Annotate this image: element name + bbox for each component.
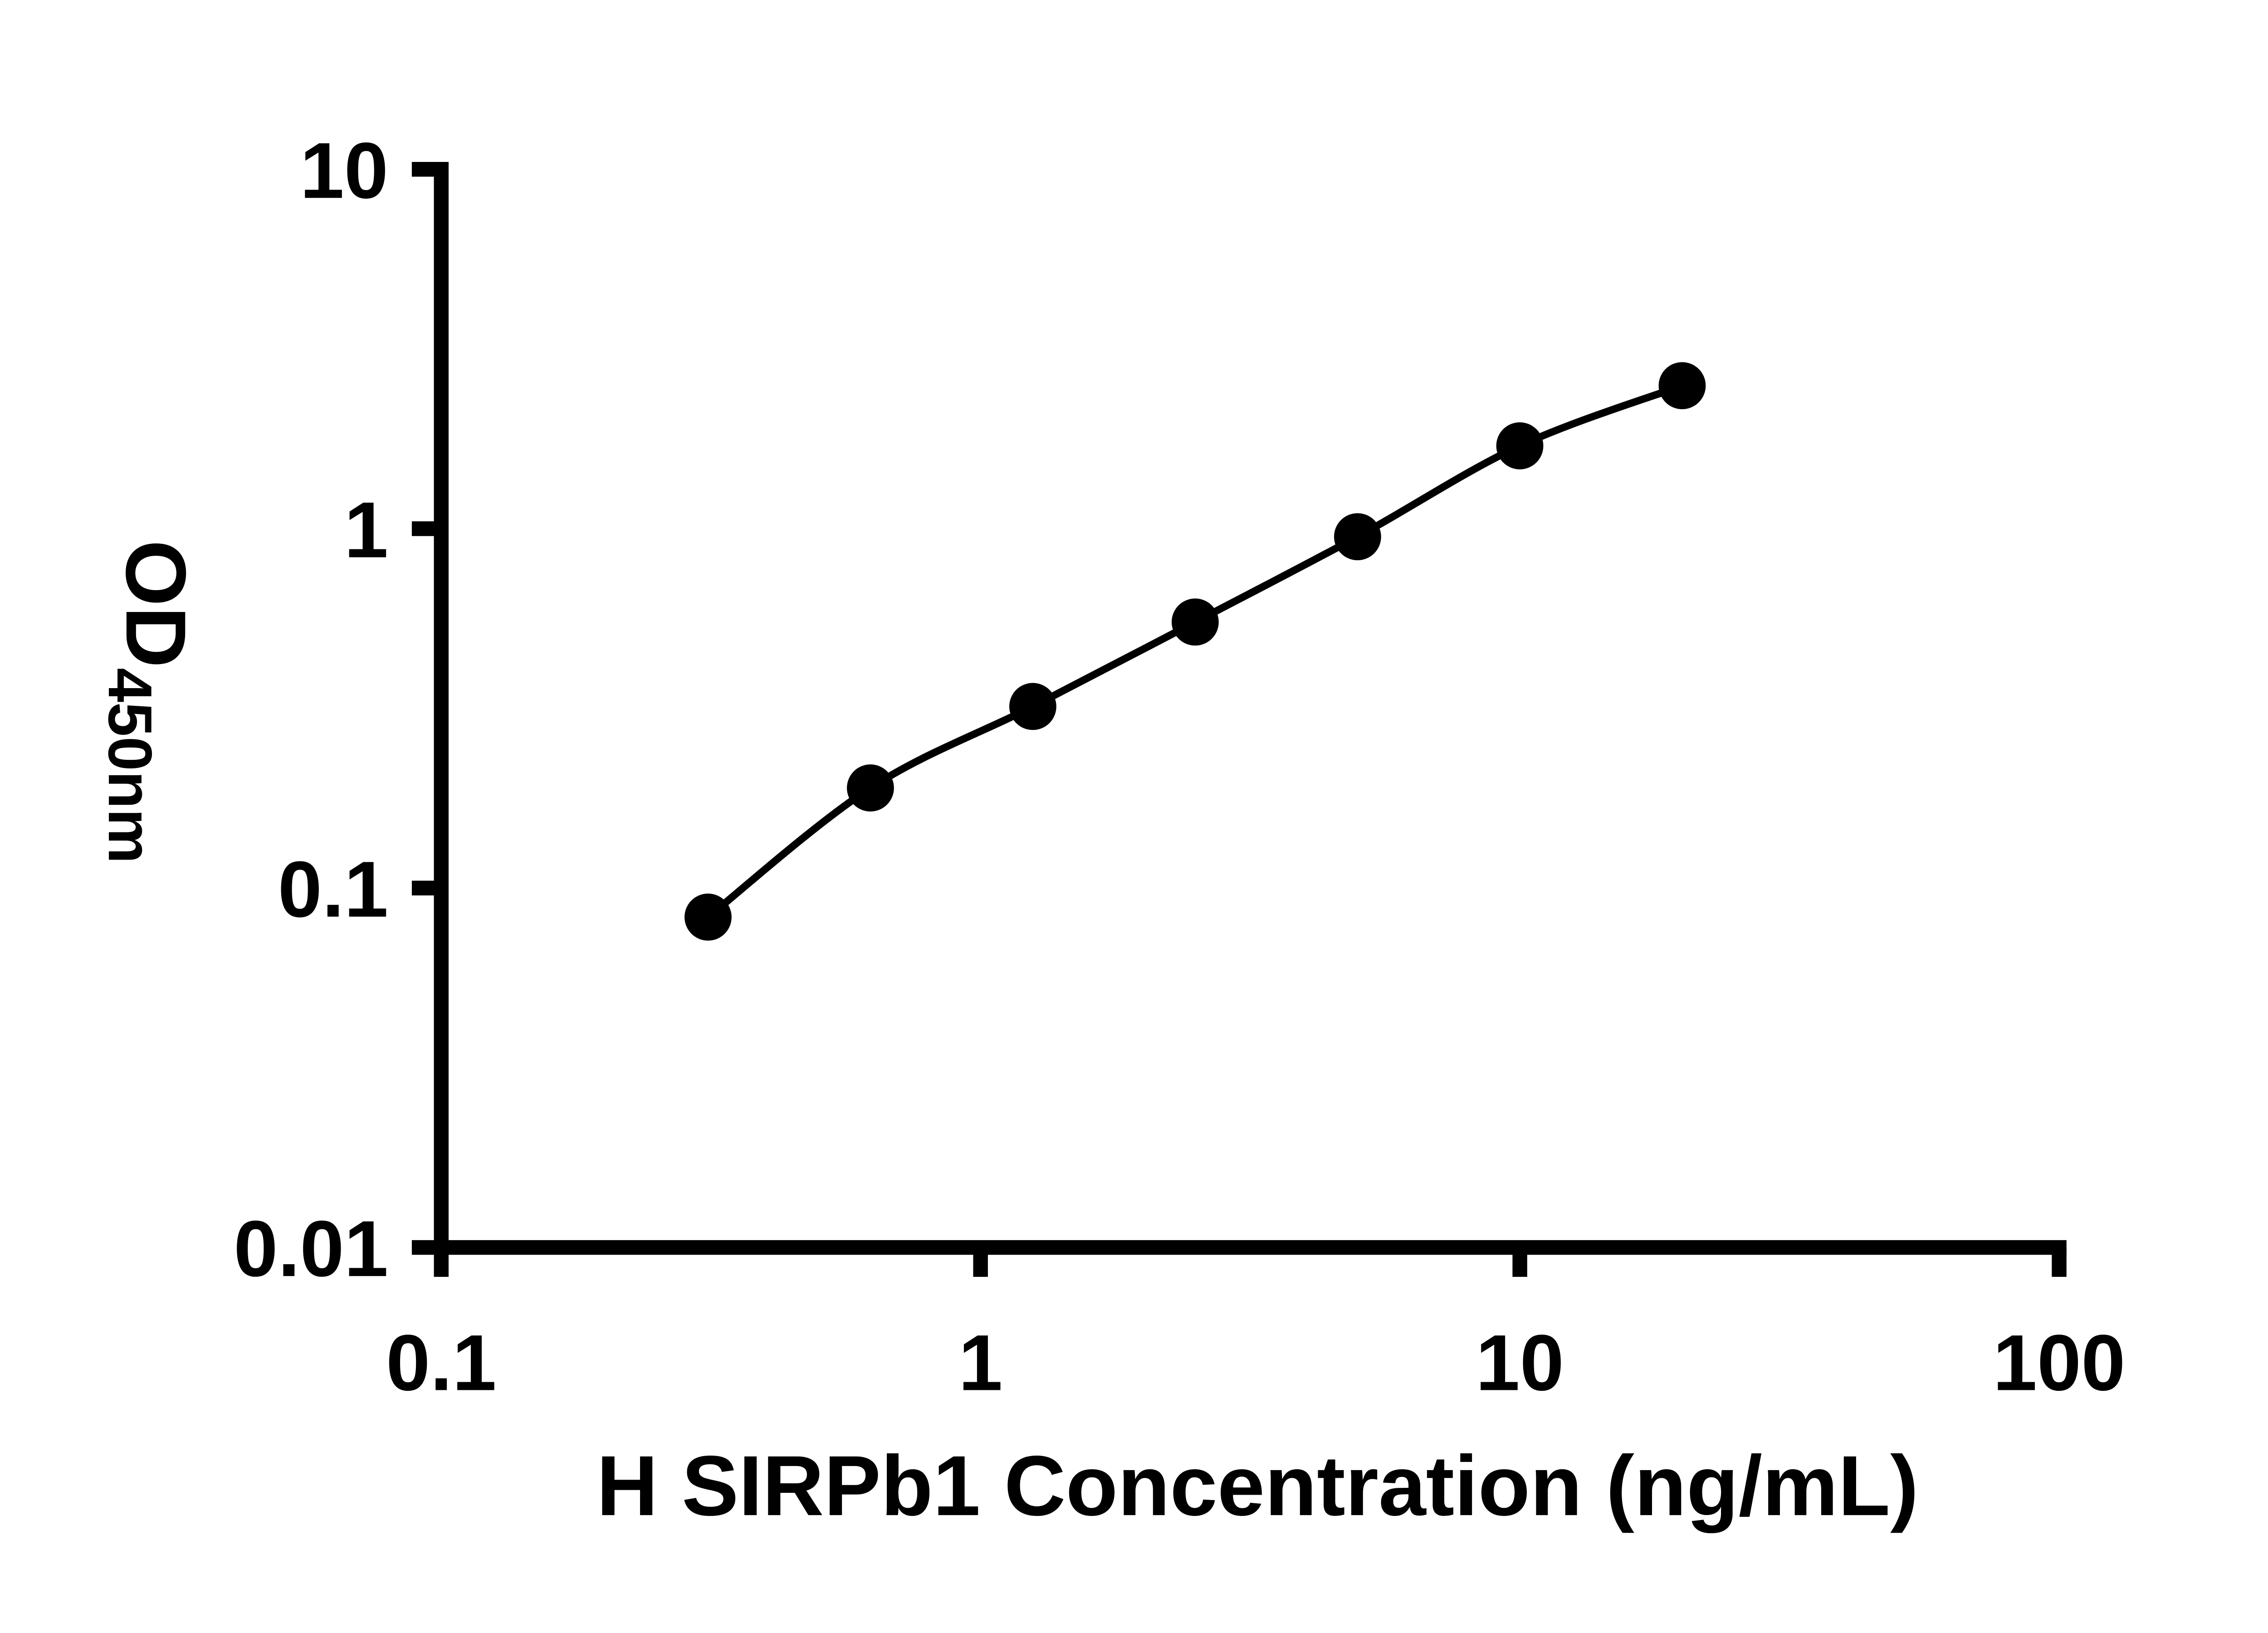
axis-spines xyxy=(434,162,2067,1255)
data-point xyxy=(1009,683,1056,730)
elisa-standard-curve-figure: 0.1 1 10 100 0.01 0.1 1 10 OD450nm H SIRPb1 Con… xyxy=(0,22,2268,1611)
data-point xyxy=(1334,513,1381,561)
data-point xyxy=(1172,598,1219,646)
y-axis-title-subscript: 450nm xyxy=(96,668,165,863)
y-axis-title-main: OD xyxy=(108,540,204,668)
axes: 0.1 1 10 100 0.01 0.1 1 10 xyxy=(234,126,2125,1407)
x-tick-label: 100 xyxy=(1993,1319,2125,1408)
data-point xyxy=(847,764,894,812)
elisa-standard-curve-chart: 0.1 1 10 100 0.01 0.1 1 10 OD450nm H SIRPb1 Con… xyxy=(0,22,2268,1611)
x-axis-title: H SIRPb1 Concentration (ng/mL) xyxy=(596,1438,1919,1533)
x-tick-label: 1 xyxy=(958,1319,1002,1408)
data-point xyxy=(684,893,732,941)
y-tick-label: 10 xyxy=(300,126,388,215)
y-tick-label: 0.01 xyxy=(234,1204,388,1293)
x-tick-label: 0.1 xyxy=(386,1319,496,1408)
y-axis-title: OD450nm xyxy=(96,540,204,864)
data-point xyxy=(1658,362,1706,410)
fit-curve xyxy=(705,382,1684,920)
y-tick-label: 0.1 xyxy=(278,845,388,934)
x-tick-label: 10 xyxy=(1476,1319,1564,1408)
data-point xyxy=(1496,422,1544,469)
standard-curve-series xyxy=(684,362,1706,941)
y-tick-label: 1 xyxy=(344,486,388,575)
